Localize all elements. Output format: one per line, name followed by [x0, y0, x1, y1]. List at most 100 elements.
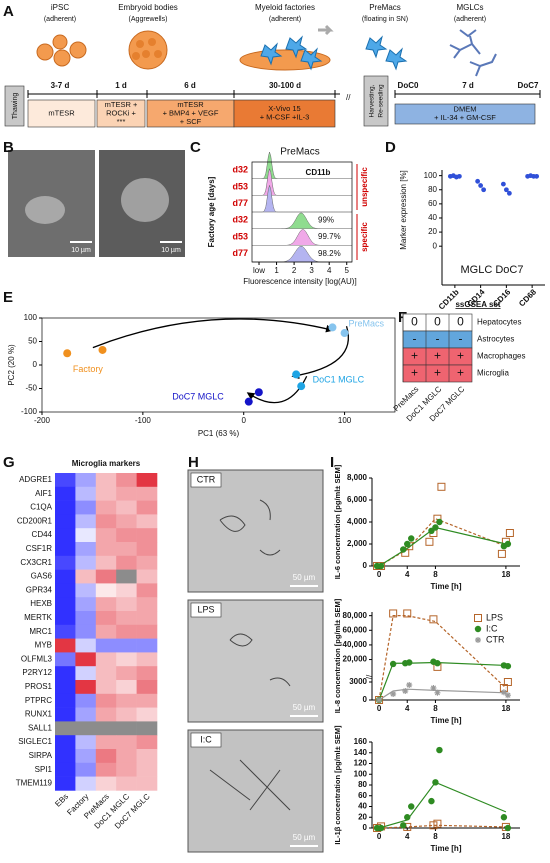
row-label: HEXB [30, 599, 52, 608]
heat-cell [55, 666, 76, 681]
y-tick-label: 160 [354, 737, 368, 746]
heat-cell [136, 597, 158, 612]
heat-cell [136, 514, 158, 529]
heat-cell [55, 583, 76, 598]
row-label: PROS1 [25, 682, 53, 691]
cell: + [457, 349, 464, 363]
replicate-point [436, 518, 443, 526]
heat-cell [116, 776, 137, 791]
replicate-point [389, 609, 398, 618]
row-label: TMEM119 [16, 779, 53, 788]
heat-cell [116, 666, 137, 681]
annotation: MGLC DoC7 [461, 264, 524, 276]
replicate-point [377, 824, 385, 832]
series-line [378, 781, 507, 829]
row-label: CD200R1 [17, 516, 53, 525]
cell: - [436, 332, 440, 346]
y-tick-label: 20 [428, 227, 437, 236]
replicate-point [436, 746, 443, 754]
heat-cell [75, 693, 97, 708]
medium-text: mTESR + [105, 100, 138, 109]
heat-cell [95, 776, 117, 791]
x-label: PC1 (63 %) [198, 429, 240, 438]
x-tick-label: 8 [433, 704, 438, 713]
x-tick-label: 4 [405, 704, 410, 713]
heat-cell [75, 486, 97, 501]
cell: + [434, 349, 441, 363]
heat-cell [136, 666, 158, 681]
x-tick-label: CD68 [517, 287, 538, 308]
y-tick-label: 140 [354, 748, 368, 757]
x-tick-label: -200 [34, 416, 51, 425]
chart-subtitle: CD11b [306, 168, 331, 177]
thawing-box [4, 85, 25, 127]
x-tick-label: 3 [309, 266, 314, 275]
heat-cell [136, 500, 158, 515]
medium-box [27, 99, 96, 128]
series-label: PreMacs [349, 319, 385, 329]
panel-label: B [3, 139, 14, 156]
heat-cell [55, 707, 76, 722]
heat-cell [95, 555, 117, 570]
replicate-point [504, 824, 512, 832]
heat-cell [136, 542, 158, 557]
scale-label: 10 µm [71, 247, 91, 254]
legend-label: I:C [486, 623, 498, 633]
series-label: d77 [232, 248, 248, 258]
heat-cell [75, 555, 97, 570]
heat-cell [55, 569, 76, 584]
replicate-point [437, 482, 446, 491]
heat-cell [95, 707, 117, 722]
replicate-point [408, 803, 415, 810]
x-tick-label: 0 [377, 570, 382, 579]
heat-cell [75, 666, 97, 681]
y-label: IL-1β concentration [pg/ml± SEM] [333, 725, 342, 845]
series-line [378, 517, 507, 567]
row-label: GAS6 [31, 572, 53, 581]
replicate-point [390, 691, 397, 697]
x-tick-label: 8 [433, 832, 438, 841]
series-label: d53 [232, 181, 248, 191]
y-tick-label: 0 [363, 695, 368, 704]
medium-box [146, 99, 235, 128]
heat-cell [75, 528, 97, 543]
replicate-point [497, 549, 506, 558]
heat-cell [55, 680, 76, 695]
heat-cell [95, 652, 117, 667]
replicate-point [408, 535, 415, 542]
series-label: d53 [232, 231, 248, 241]
cell: - [413, 332, 417, 346]
heat-cell [116, 707, 137, 722]
replicate-point [402, 688, 409, 694]
y-tick-label: 100 [354, 769, 368, 778]
heat-cell [95, 693, 117, 708]
heat-cell [116, 721, 137, 736]
x-tick-label: 4 [405, 570, 410, 579]
chart-title: PreMacs [280, 147, 319, 158]
data-point [475, 178, 481, 184]
cell: 0 [411, 315, 418, 329]
heat-cell [136, 528, 158, 543]
heat-cell [95, 611, 117, 626]
panel-label: E [3, 289, 13, 306]
replicate-point [503, 678, 512, 686]
heat-cell [55, 721, 76, 736]
heat-cell [75, 542, 97, 557]
heat-cell [55, 749, 76, 764]
medium-text: mTESR [177, 100, 204, 109]
series-label: d32 [232, 215, 248, 225]
heat-cell [95, 569, 117, 584]
row-label: OLFML3 [21, 654, 53, 663]
panel-label: A [3, 3, 14, 20]
row-label: SALL1 [28, 723, 53, 732]
x-tick-label: 100 [338, 416, 352, 425]
data-point [478, 183, 484, 188]
panel-label: C [190, 139, 201, 156]
heat-cell [55, 611, 76, 626]
replicate-point [375, 696, 384, 704]
scale-label: 10 µm [161, 247, 181, 254]
y-tick-label: 20,000 [343, 655, 368, 664]
heat-cell [136, 762, 158, 777]
heat-cell [136, 473, 158, 488]
